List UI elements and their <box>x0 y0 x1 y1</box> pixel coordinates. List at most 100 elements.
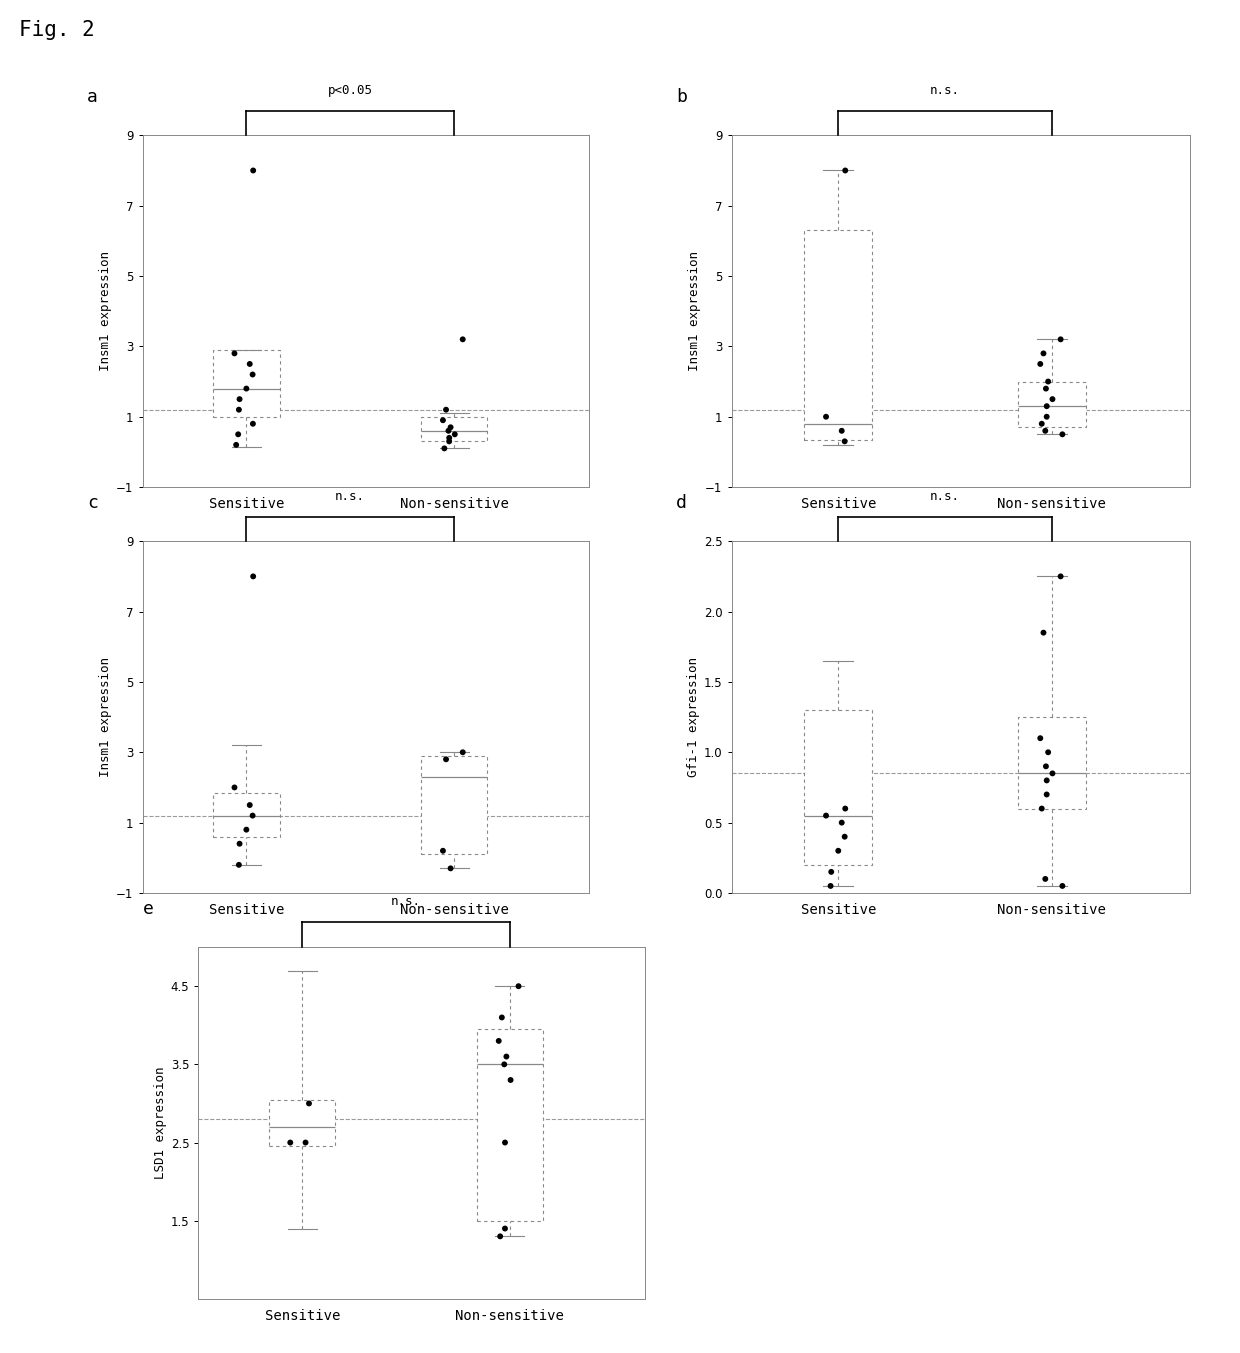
Bar <box>420 417 487 441</box>
Point <box>1032 413 1052 434</box>
Point <box>226 434 246 456</box>
Point <box>243 805 263 827</box>
Text: e: e <box>143 900 154 917</box>
Point <box>492 1007 512 1028</box>
Text: n.s.: n.s. <box>930 84 960 96</box>
Point <box>495 1131 515 1153</box>
Point <box>1037 406 1056 428</box>
Point <box>495 1054 515 1076</box>
Point <box>1050 566 1070 587</box>
Point <box>237 819 257 840</box>
Point <box>501 1069 521 1091</box>
Point <box>440 858 460 879</box>
Point <box>436 748 456 770</box>
Point <box>224 342 244 364</box>
Point <box>1043 763 1063 785</box>
Text: p<0.05: p<0.05 <box>327 84 373 96</box>
Point <box>489 1030 508 1051</box>
Point <box>229 388 249 410</box>
Text: n.s.: n.s. <box>335 490 366 502</box>
Point <box>832 419 852 441</box>
Point <box>433 410 453 432</box>
Point <box>1038 371 1058 392</box>
Point <box>1030 728 1050 750</box>
Point <box>1053 423 1073 445</box>
Point <box>229 833 249 855</box>
Point <box>1032 798 1052 820</box>
Point <box>434 437 454 459</box>
Bar <box>476 1030 543 1220</box>
Point <box>299 1093 319 1115</box>
Bar <box>1018 717 1086 809</box>
Point <box>439 430 459 452</box>
Y-axis label: LSD1 expression: LSD1 expression <box>154 1066 166 1180</box>
Point <box>496 1046 516 1068</box>
Point <box>1038 741 1058 763</box>
Bar <box>805 230 873 440</box>
Point <box>490 1226 510 1247</box>
Point <box>1050 329 1070 350</box>
Y-axis label: Gfi-1 expression: Gfi-1 expression <box>687 658 699 777</box>
Point <box>816 406 836 428</box>
Point <box>239 353 259 375</box>
Point <box>1037 755 1056 777</box>
Point <box>828 840 848 862</box>
Point <box>295 1131 315 1153</box>
Point <box>439 428 459 449</box>
Point <box>1034 622 1054 644</box>
Point <box>239 794 259 816</box>
Point <box>1043 388 1063 410</box>
Point <box>1030 353 1050 375</box>
Point <box>1037 770 1056 792</box>
Text: b: b <box>676 88 687 106</box>
Y-axis label: Insm1 expression: Insm1 expression <box>99 252 112 371</box>
Text: Fig. 2: Fig. 2 <box>19 20 94 41</box>
Point <box>816 805 836 827</box>
Point <box>1037 377 1056 399</box>
Y-axis label: Insm1 expression: Insm1 expression <box>99 658 112 777</box>
Bar <box>1018 382 1086 428</box>
Bar <box>213 793 280 836</box>
Point <box>440 417 460 438</box>
Point <box>1037 783 1056 805</box>
Point <box>439 419 459 441</box>
Point <box>1034 342 1054 364</box>
Point <box>224 777 244 798</box>
Point <box>836 798 856 820</box>
Point <box>243 413 263 434</box>
Text: n.s.: n.s. <box>930 490 960 502</box>
Bar <box>269 1100 336 1146</box>
Point <box>821 875 841 897</box>
Bar <box>420 756 487 854</box>
Point <box>237 377 257 399</box>
Point <box>495 1218 515 1239</box>
Y-axis label: Insm1 expression: Insm1 expression <box>688 252 701 371</box>
Point <box>280 1131 300 1153</box>
Point <box>835 430 854 452</box>
Text: n.s.: n.s. <box>391 896 422 908</box>
Point <box>453 741 472 763</box>
Point <box>821 861 841 882</box>
Text: a: a <box>87 88 98 106</box>
Point <box>1035 869 1055 890</box>
Point <box>836 160 856 181</box>
Point <box>1035 419 1055 441</box>
Point <box>243 160 263 181</box>
Point <box>229 854 249 875</box>
Point <box>453 329 472 350</box>
Text: c: c <box>87 494 98 511</box>
Point <box>832 812 852 833</box>
Point <box>229 399 249 421</box>
Point <box>1053 875 1073 897</box>
Point <box>243 566 263 587</box>
Bar <box>213 350 280 417</box>
Point <box>243 364 263 386</box>
Bar <box>805 710 873 865</box>
Point <box>1037 395 1056 417</box>
Point <box>228 423 248 445</box>
Point <box>436 399 456 421</box>
Text: d: d <box>676 494 687 511</box>
Point <box>433 840 453 862</box>
Point <box>835 825 854 847</box>
Point <box>508 976 528 997</box>
